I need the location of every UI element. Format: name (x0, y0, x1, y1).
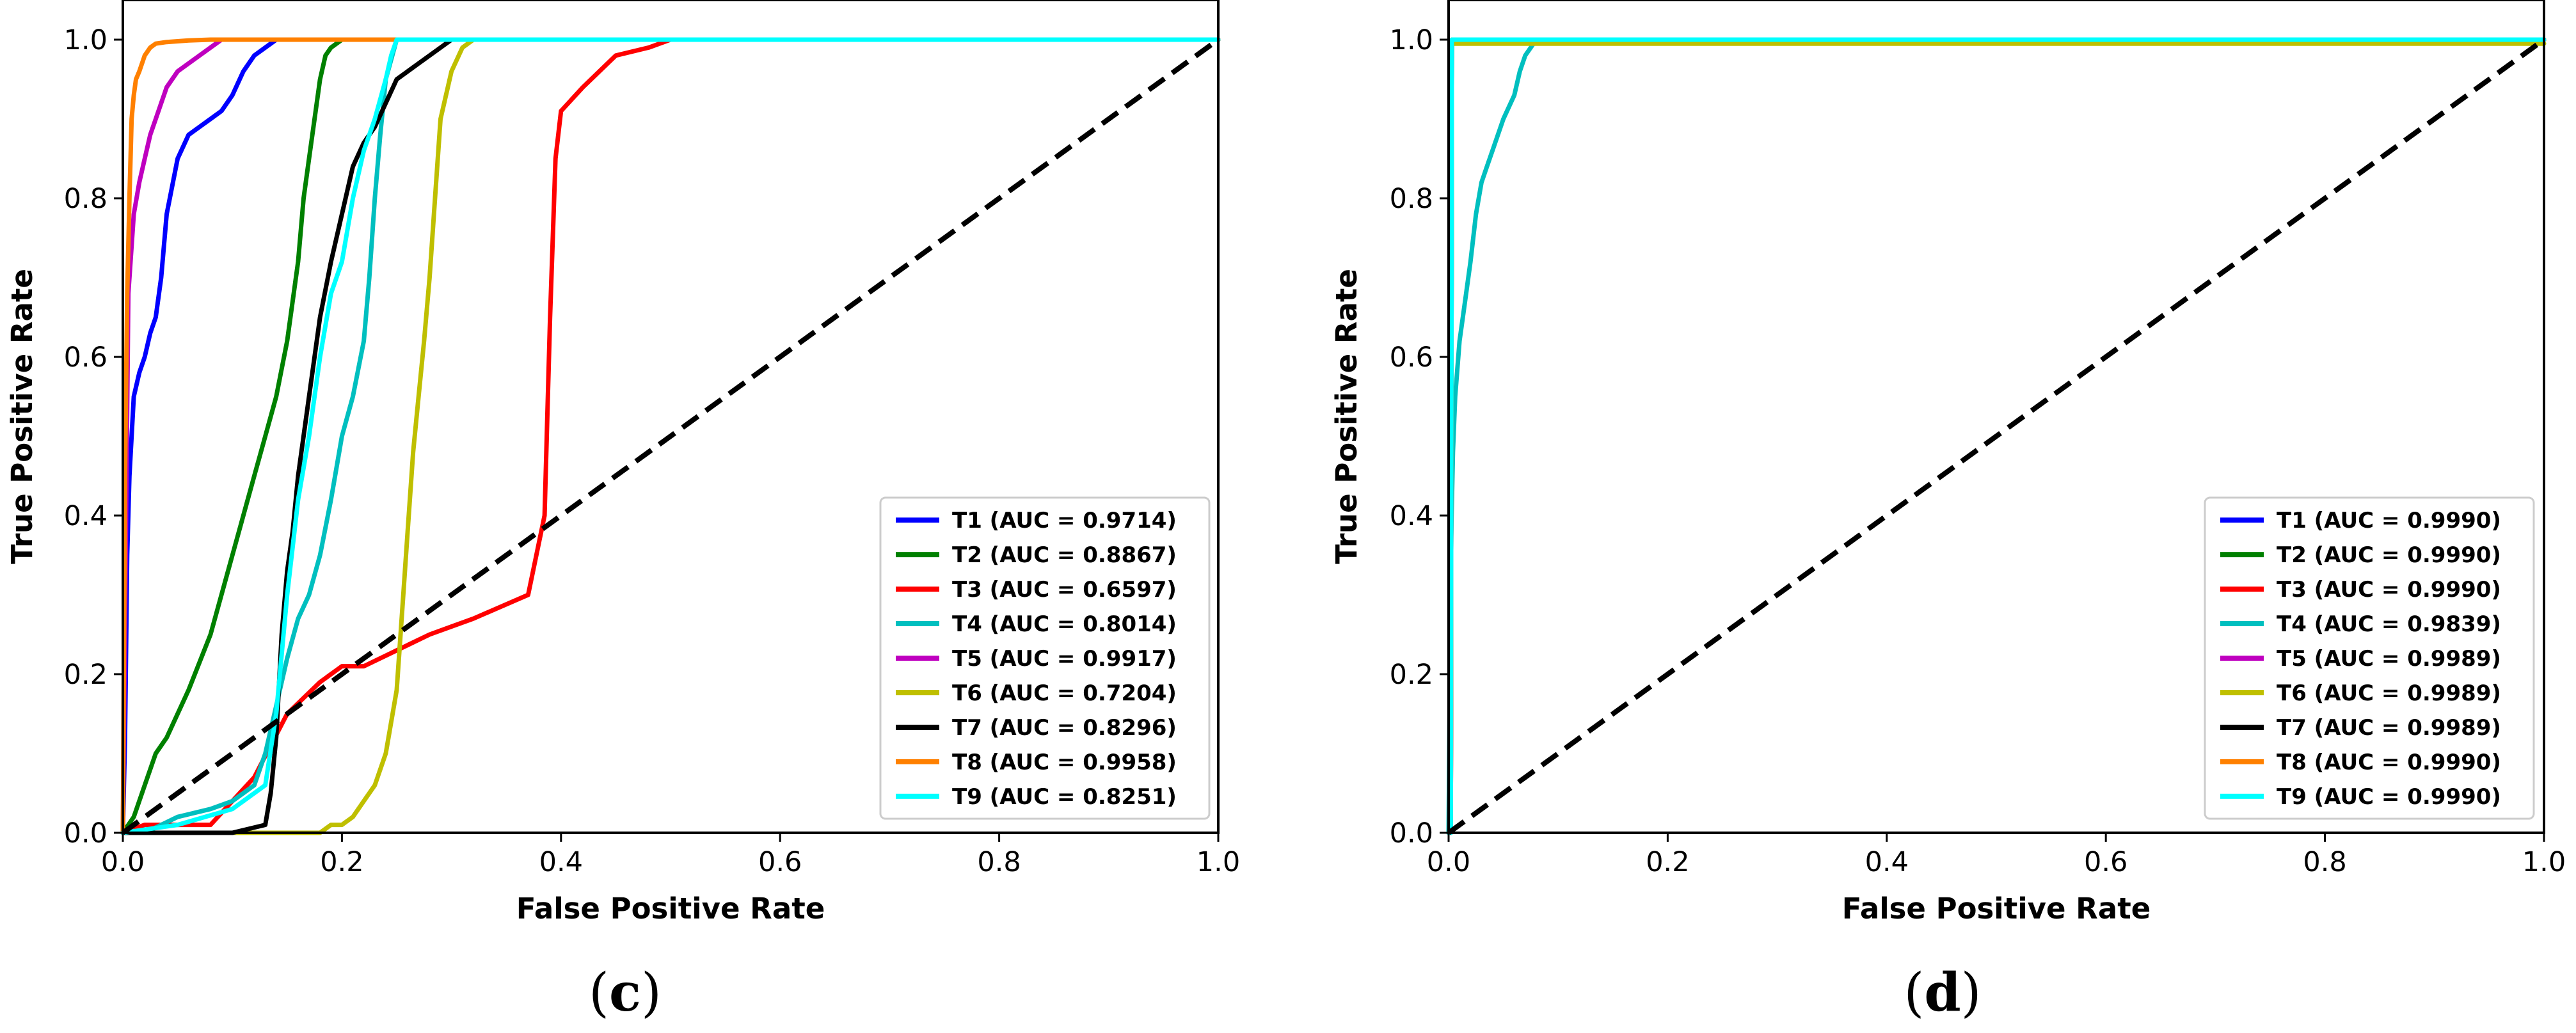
axis-ticks: 0.0 0.2 0.4 0.6 0.8 1.0 0.0 0.2 0.4 0.6 0.8 1.0 (1390, 24, 2566, 878)
x-tick-label: 0.8 (2303, 846, 2346, 878)
y-tick-label: 0.4 (64, 500, 107, 532)
plot-frame (122, 0, 1220, 834)
x-tick-label: 0.4 (1865, 846, 1909, 878)
legend-label-t7: T7 (AUC = 0.8296) (952, 715, 1177, 741)
plot-frame (1447, 0, 2545, 834)
y-tick-label: 0.0 (1390, 817, 1433, 849)
legend-label-t8: T8 (AUC = 0.9990) (2277, 750, 2501, 775)
legend-label-t8: T8 (AUC = 0.9958) (952, 750, 1177, 775)
panel-caption: (c) (589, 962, 662, 1023)
x-tick-label: 0.2 (1646, 846, 1689, 878)
y-tick-label: 0.8 (64, 183, 107, 215)
y-axis-title: True Positive Rate (1330, 269, 1364, 564)
y-tick-label: 0.2 (64, 659, 107, 691)
legend-label-t5: T5 (AUC = 0.9917) (952, 646, 1177, 672)
chance-diagonal (1447, 37, 2546, 835)
roc-curve-t7 (120, 37, 1221, 835)
roc-curve-t6 (120, 37, 1221, 835)
x-tick-label: 0.2 (320, 846, 363, 878)
legend-label-t9: T9 (AUC = 0.8251) (952, 784, 1177, 810)
x-axis-title: False Positive Rate (516, 892, 825, 926)
legend-label-t2: T2 (AUC = 0.9990) (2277, 542, 2501, 568)
legend-label-t6: T6 (AUC = 0.7204) (952, 681, 1177, 706)
roc-curve-t5 (120, 37, 1221, 835)
y-tick-label: 0.6 (64, 342, 107, 374)
x-tick-label: 0.6 (758, 846, 802, 878)
roc-curve-t9 (120, 37, 1221, 835)
legend-box (2204, 496, 2535, 820)
y-tick-label: 0.6 (1390, 342, 1433, 374)
x-axis-title: False Positive Rate (1842, 892, 2151, 926)
roc-curve-t4 (120, 37, 1221, 835)
x-tick-label: 1.0 (2522, 846, 2566, 878)
panel-caption: (d) (1904, 962, 1981, 1023)
x-tick-label: 0.0 (1427, 846, 1470, 878)
y-axis-title: True Positive Rate (5, 269, 39, 564)
axis-ticks: 0.0 0.2 0.4 0.6 0.8 1.0 0.0 0.2 0.4 0.6 0.8 1.0 (64, 24, 1241, 878)
x-tick-label: 0.4 (539, 846, 583, 878)
chance-diagonal (121, 37, 1220, 835)
roc-curve-t1 (120, 37, 1221, 835)
x-tick-label: 0.0 (101, 846, 145, 878)
y-tick-label: 1.0 (64, 24, 107, 56)
roc-curve-t4 (1446, 37, 2547, 835)
legend-label-t1: T1 (AUC = 0.9714) (952, 508, 1177, 533)
legend: T1 (AUC = 0.9990) T2 (AUC = 0.9990) T3 (AU… (2204, 496, 2535, 820)
y-tick-label: 0.4 (1390, 500, 1433, 532)
y-tick-label: 1.0 (1390, 24, 1433, 56)
y-tick-label: 0.8 (1390, 183, 1433, 215)
roc-panel-c: 0.0 0.2 0.4 0.6 0.8 1.0 0.0 0.2 0.4 0.6 0.8 1.0 Fal… (5, 0, 1240, 1023)
roc-panel-d: 0.0 0.2 0.4 0.6 0.8 1.0 0.0 0.2 0.4 0.6 0.8 1.0 Fal… (1330, 0, 2566, 1023)
legend-label-t3: T3 (AUC = 0.9990) (2277, 577, 2501, 603)
legend-label-t7: T7 (AUC = 0.9989) (2277, 715, 2501, 741)
legend-box (879, 496, 1211, 820)
legend-label-t4: T4 (AUC = 0.8014) (952, 611, 1177, 637)
legend-label-t3: T3 (AUC = 0.6597) (952, 577, 1177, 603)
legend: T1 (AUC = 0.9714) T2 (AUC = 0.8867) T3 (AU… (879, 496, 1211, 820)
y-tick-label: 0.2 (1390, 659, 1433, 691)
x-tick-label: 0.8 (977, 846, 1021, 878)
roc-curve-t2 (120, 37, 1221, 835)
legend-label-t4: T4 (AUC = 0.9839) (2277, 611, 2501, 637)
legend-label-t2: T2 (AUC = 0.8867) (952, 542, 1177, 568)
legend-label-t6: T6 (AUC = 0.9989) (2277, 681, 2501, 706)
y-tick-label: 0.0 (64, 817, 107, 849)
roc-curves (120, 37, 1221, 835)
x-tick-label: 0.6 (2084, 846, 2127, 878)
roc-curve-t8 (120, 37, 1221, 835)
legend-label-t9: T9 (AUC = 0.9990) (2277, 784, 2501, 810)
legend-label-t5: T5 (AUC = 0.9989) (2277, 646, 2501, 672)
legend-label-t1: T1 (AUC = 0.9990) (2277, 508, 2501, 533)
x-tick-label: 1.0 (1197, 846, 1240, 878)
